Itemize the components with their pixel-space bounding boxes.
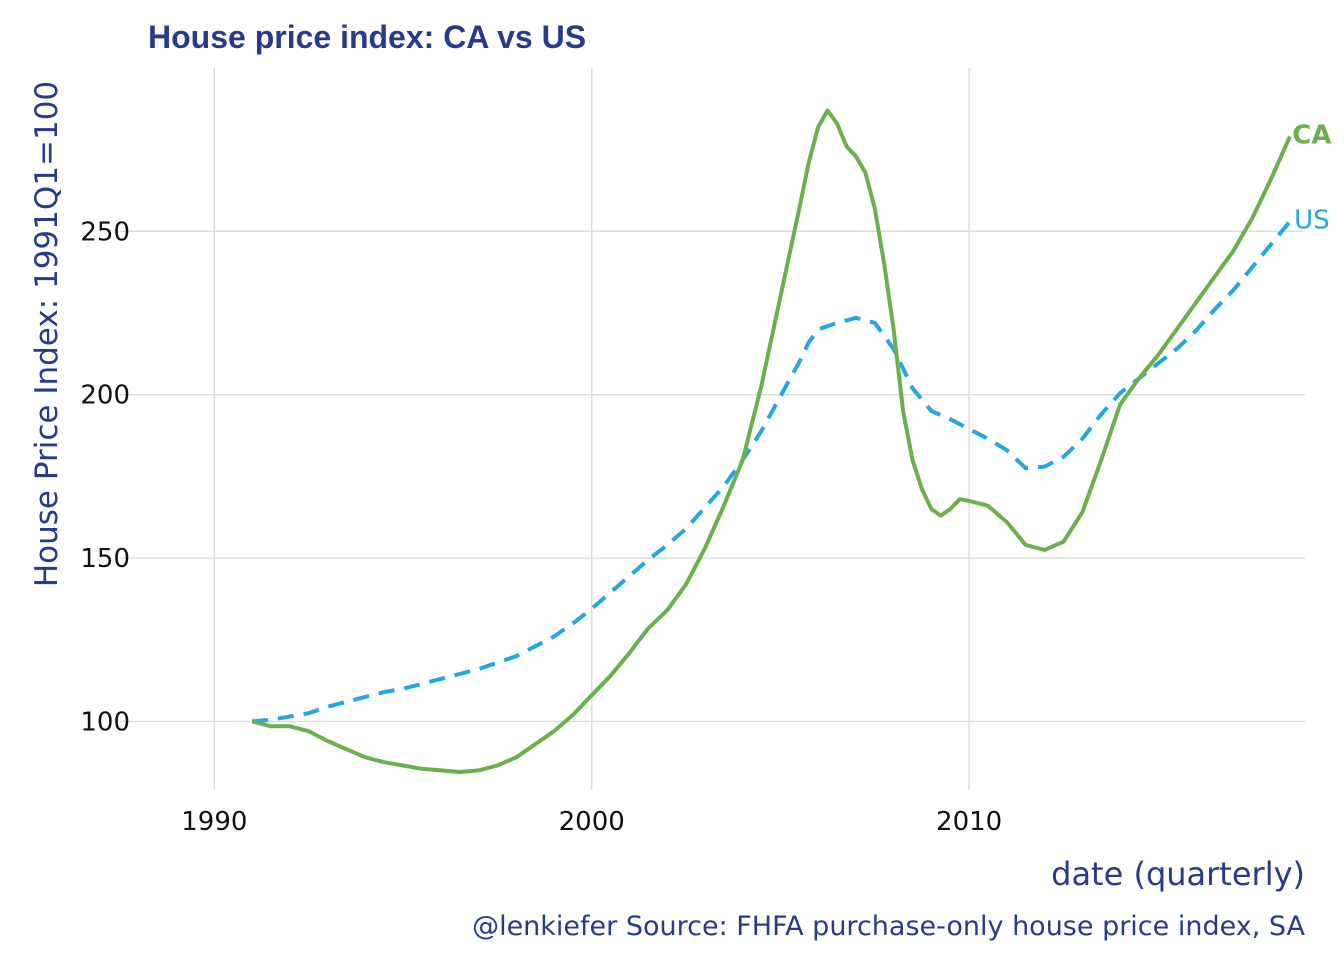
series-line-ca <box>251 108 1292 774</box>
y-tick-label-100: 100 <box>80 707 130 737</box>
series-end-label-ca: CA <box>1292 121 1331 151</box>
x-axis-label: date (quarterly) <box>1051 855 1305 893</box>
series-lines <box>251 108 1292 774</box>
chart-caption: @lenkiefer Source: FHFA purchase-only ho… <box>472 911 1305 942</box>
series-line-us <box>251 220 1292 724</box>
y-tick-label-250: 250 <box>80 217 130 247</box>
x-tick-label-1990: 1990 <box>181 807 247 837</box>
x-tick-label-2000: 2000 <box>559 807 625 837</box>
x-axis-ticks: 1990 2000 2010 <box>181 807 1002 837</box>
y-tick-label-150: 150 <box>80 544 130 574</box>
grid <box>120 68 1305 790</box>
x-tick-label-2010: 2010 <box>936 807 1002 837</box>
chart-title: House price index: CA vs US <box>148 19 586 55</box>
series-end-labels: CA US <box>1292 121 1331 236</box>
series-end-label-us: US <box>1294 206 1330 236</box>
y-tick-label-200: 200 <box>80 381 130 411</box>
y-axis-ticks: 100 150 200 250 <box>80 217 130 737</box>
y-axis-label: House Price Index: 1991Q1=100 <box>29 81 65 587</box>
